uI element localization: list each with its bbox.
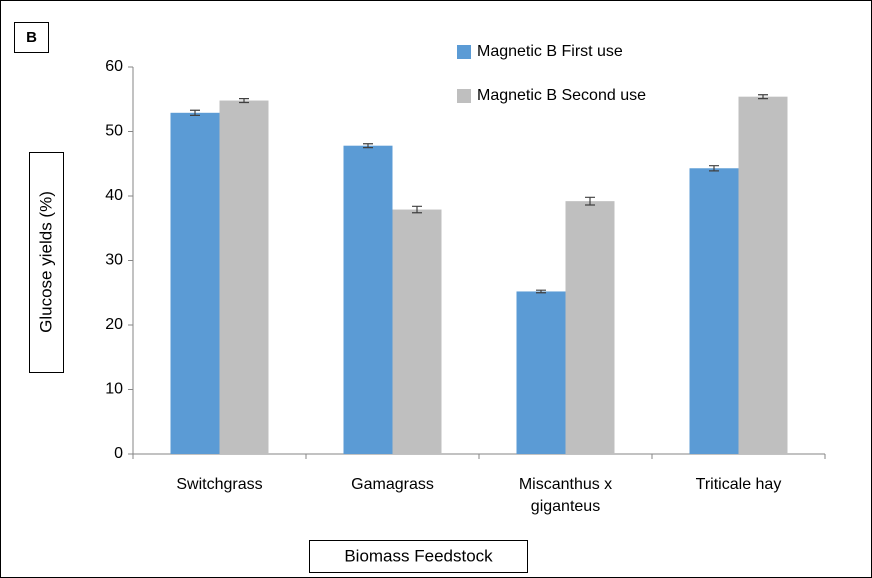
error-bar [363,143,373,149]
x-tick-label: Gamagrass [351,476,434,493]
y-tick-label: 10 [105,381,123,398]
legend-label: Magnetic B First use [477,43,623,60]
y-tick-label: 30 [105,252,123,269]
bar [343,145,393,454]
error-bar [536,289,546,294]
y-tick-label: 60 [105,58,123,75]
error-bar [709,165,719,172]
legend-swatch [457,45,471,59]
error-bar [758,94,768,100]
y-tick-label: 40 [105,187,123,204]
bar [565,201,615,454]
legend-swatch [457,89,471,103]
bar [392,209,442,454]
panel-label: B [26,29,37,46]
error-bar [190,109,200,116]
legend-label: Magnetic B Second use [477,87,646,104]
error-bar [585,196,595,206]
x-tick-label: Switchgrass [176,476,263,493]
error-bar [239,98,249,104]
y-tick-label: 50 [105,123,123,140]
xlabel-box [309,540,528,573]
bar [170,112,220,455]
x-tick-label: Miscanthus x giganteus [518,476,613,515]
bar [689,168,739,454]
y-tick-label: 20 [105,316,123,333]
x-tick-label: Triticale hay [695,476,782,493]
ylabel-box [29,152,64,373]
bar [516,291,566,454]
y-tick-label: 0 [114,445,123,462]
bar [738,96,788,455]
error-bar [412,205,422,214]
x-axis-label: Biomass Feedstock [344,546,493,565]
panel-box [14,22,49,53]
y-axis-label: Glucose yields (%) [36,191,55,333]
bar [219,100,269,454]
